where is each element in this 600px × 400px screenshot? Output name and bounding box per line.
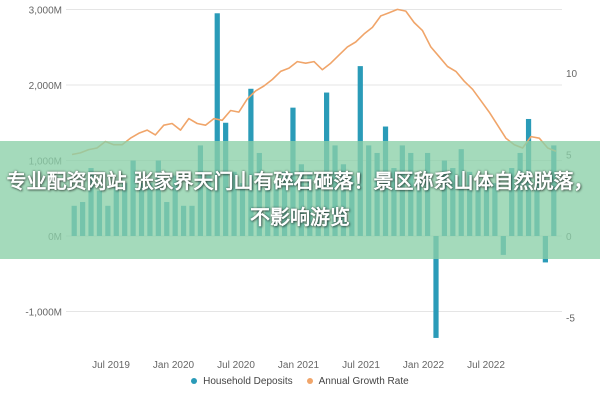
legend-dot-deposits — [191, 378, 198, 385]
deposit-bar — [433, 236, 439, 338]
y-left-tick-label: -1,000M — [25, 308, 62, 319]
y-left-tick-label: 3,000M — [29, 6, 62, 17]
legend-dot-growth — [307, 378, 314, 385]
headline-banner — [0, 141, 600, 259]
x-tick-label: Jul 2021 — [342, 360, 380, 371]
headline-text: 专业配资网站 张家界天门山有碎石砸落！景区称系山体自然脱落，不影响游览 — [6, 169, 594, 229]
legend-label-growth: Annual Growth Rate — [318, 376, 409, 387]
x-tick-label: Jan 2021 — [278, 360, 320, 371]
x-tick-label: Jan 2022 — [403, 360, 445, 371]
chart-legend: Household Deposits Annual Growth Rate — [0, 376, 600, 387]
y-right-tick-label: -5 — [566, 314, 575, 325]
x-tick-label: Jul 2022 — [467, 360, 505, 371]
y-right-tick-label: 10 — [566, 69, 578, 80]
legend-item-growth: Annual Growth Rate — [307, 376, 409, 387]
deposit-bar — [214, 13, 220, 237]
legend-label-deposits: Household Deposits — [203, 376, 293, 387]
x-tick-label: Jul 2020 — [217, 360, 255, 371]
x-tick-label: Jul 2019 — [92, 360, 130, 371]
y-left-tick-label: 2,000M — [29, 81, 62, 92]
growth-rate-line — [71, 8, 557, 156]
legend-item-deposits: Household Deposits — [191, 376, 293, 387]
x-tick-label: Jan 2020 — [153, 360, 195, 371]
